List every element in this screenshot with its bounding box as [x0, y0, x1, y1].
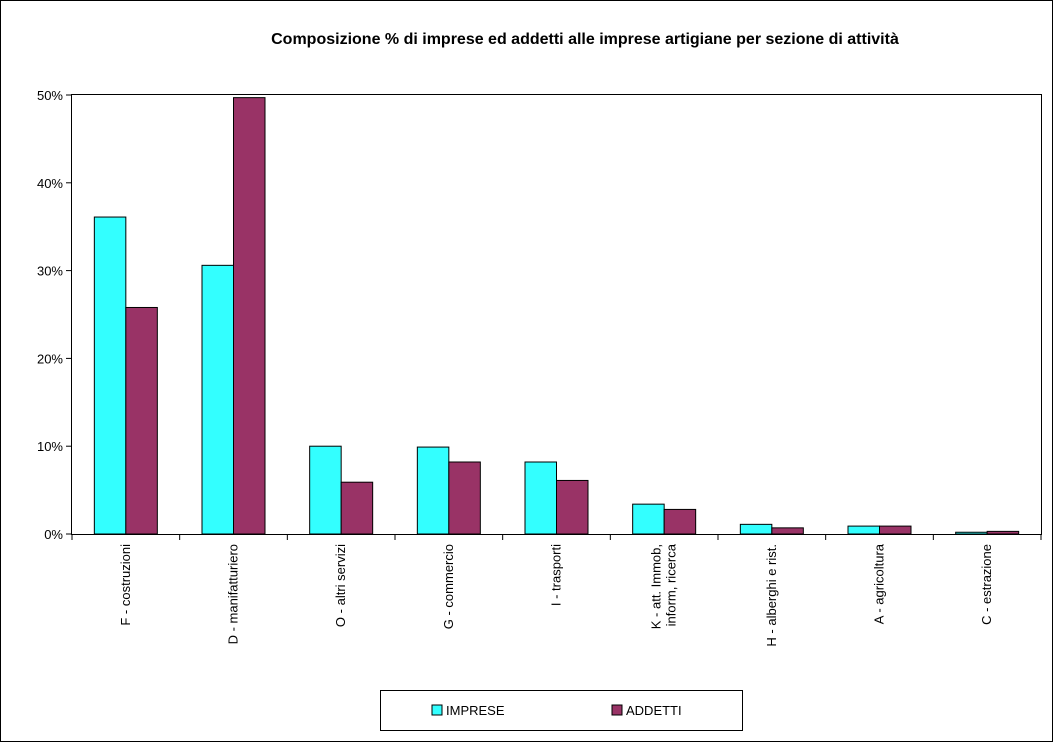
legend-label-imprese: IMPRESE [446, 703, 505, 718]
bar-addetti-1 [233, 97, 266, 535]
bar-addetti-7 [879, 525, 912, 535]
bar-addetti-5 [663, 508, 697, 535]
y-tick-label: 30% [37, 264, 63, 279]
bar-addetti-8 [986, 530, 1020, 535]
bar-imprese-2 [309, 445, 342, 535]
bar-imprese-3 [416, 446, 450, 535]
bar-imprese-7 [847, 525, 880, 535]
bar-addetti-0 [125, 306, 158, 535]
bar-imprese-1 [201, 264, 234, 535]
bar-imprese-6 [739, 523, 773, 535]
bar-addetti-4 [556, 479, 589, 535]
bar-imprese-4 [524, 461, 557, 535]
legend-label-addetti: ADDETTI [626, 703, 682, 718]
bars [93, 97, 1020, 535]
legend-swatch-addetti [611, 704, 623, 716]
x-category-label: K - att. Immob, [649, 544, 664, 629]
x-category-label: O - altri servizi [333, 544, 348, 627]
x-category-label: F - costruzioni [118, 544, 133, 626]
x-category-label: H - alberghi e rist. [764, 544, 779, 647]
y-tick-label: 20% [37, 351, 63, 366]
bar-imprese-0 [93, 216, 127, 535]
bar-imprese-8 [955, 531, 988, 535]
x-category-label: D - manifatturiero [226, 544, 241, 644]
y-tick-label: 50% [37, 88, 63, 103]
x-category-label: inform, ricerca [664, 543, 679, 626]
y-axis: 0% 10% 20% 30% 40% 50% [37, 88, 72, 542]
bar-addetti-3 [448, 461, 481, 535]
legend-swatch-imprese [431, 704, 443, 716]
y-tick-label: 0% [44, 527, 63, 542]
bar-addetti-2 [340, 481, 374, 535]
x-axis: F - costruzioni D - manifatturiero O - alt… [71, 534, 1042, 647]
x-category-label: C - estrazione [979, 544, 994, 625]
x-category-label: A - agricoltura [872, 543, 887, 624]
x-category-label: G - commercio [441, 544, 456, 629]
bar-addetti-6 [771, 527, 804, 535]
chart-title: Composizione % di imprese ed addetti all… [271, 31, 899, 48]
bar-imprese-5 [632, 503, 665, 535]
y-tick-label: 10% [37, 439, 63, 454]
legend: IMPRESE ADDETTI [380, 690, 743, 731]
x-category-label: I - trasporti [549, 544, 564, 606]
y-tick-label: 40% [37, 176, 63, 191]
